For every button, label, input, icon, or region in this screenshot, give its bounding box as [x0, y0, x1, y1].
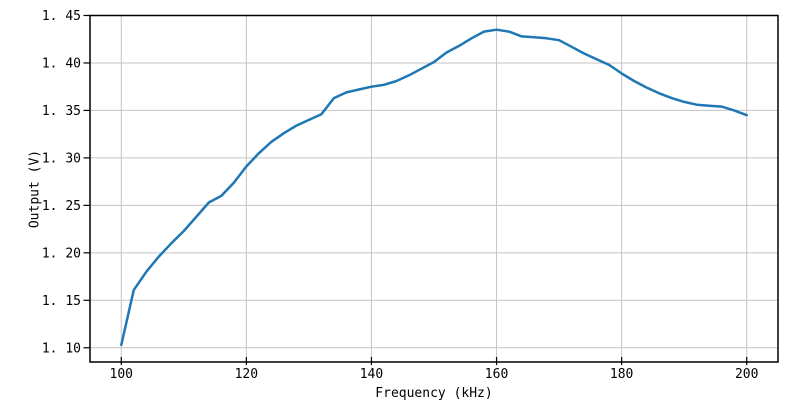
- y-tick-label: 1. 40: [42, 56, 81, 71]
- plot-frame: [89, 14, 779, 363]
- y-tick-label: 1. 45: [42, 9, 81, 24]
- y-axis-title: Output (V): [27, 149, 43, 229]
- y-tick-label: 1. 20: [42, 246, 81, 261]
- y-tick-label: 1. 30: [42, 151, 81, 166]
- y-tick-label: 1. 25: [42, 199, 81, 214]
- data-line-output-voltage: [120, 28, 748, 347]
- x-tick-label: 160: [485, 367, 508, 382]
- x-tick-label: 100: [110, 367, 133, 382]
- x-tick-label: 120: [235, 367, 258, 382]
- x-tick-label: 180: [610, 367, 633, 382]
- y-tick-label: 1. 15: [42, 294, 81, 309]
- y-tick-label: 1. 35: [42, 104, 81, 119]
- x-tick-label: 140: [360, 367, 383, 382]
- x-axis-title: Frequency (kHz): [375, 386, 493, 401]
- y-tick-label: 1. 10: [42, 341, 81, 356]
- x-tick-label: 200: [735, 367, 758, 382]
